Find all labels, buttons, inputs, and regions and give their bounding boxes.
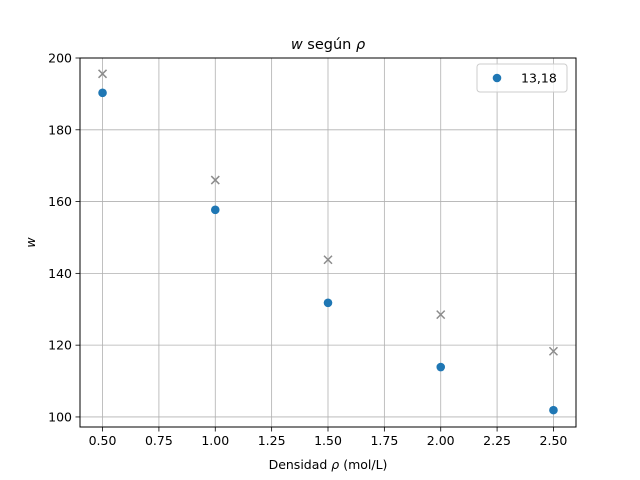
- scatter-point-cross: [323, 255, 333, 265]
- scatter-point-cross: [548, 346, 558, 356]
- y-axis-label-part: w: [23, 237, 38, 248]
- y-tick-label: 180: [48, 122, 72, 137]
- scatter-point-cross-stroke: [323, 255, 333, 265]
- x-axis-label: Densidad ρ (mol/L): [269, 457, 388, 472]
- legend-box: [476, 63, 568, 93]
- x-axis-label-part: ρ: [331, 457, 339, 472]
- chart-title: w según ρ: [291, 37, 366, 53]
- x-tick-label: 1.00: [201, 433, 229, 448]
- legend-label: 13,18: [521, 71, 557, 86]
- y-tick-label: 100: [48, 409, 72, 424]
- chart-title-part: w: [291, 37, 303, 53]
- x-tick-label: 1.25: [258, 433, 286, 448]
- scatter-point-cross: [210, 175, 220, 185]
- chart-title-part: según: [303, 37, 356, 53]
- scatter-point-circle: [323, 298, 333, 308]
- x-tick-label: 1.75: [370, 433, 398, 448]
- axis-ticks: 0.50 0.75 1.00 1.25 1.50 1.75 2.00 2.25 2.50 100 1…: [48, 51, 567, 449]
- scatter-point-cross: [98, 69, 108, 79]
- x-tick-label: 2.25: [483, 433, 511, 448]
- chart-title-part: ρ: [356, 37, 366, 53]
- scatter-point-cross-stroke: [98, 69, 108, 79]
- legend-marker: [492, 73, 502, 83]
- y-tick-label: 160: [48, 194, 72, 209]
- legend: 13,18: [476, 63, 568, 93]
- scatter-point-cross: [436, 310, 446, 320]
- scatter-point-circle: [436, 362, 446, 372]
- scatter-point-circle: [98, 88, 107, 98]
- x-axis-label-part: Densidad: [269, 457, 332, 472]
- scatter-point-circle: [210, 205, 220, 215]
- y-tick-label: 200: [48, 51, 72, 66]
- x-tick-label: 1.50: [314, 433, 342, 448]
- y-axis-label: w: [23, 237, 38, 248]
- x-tick-label: 2.50: [540, 433, 568, 448]
- y-tick-label: 140: [48, 266, 72, 281]
- scatter-point-cross-stroke: [548, 346, 558, 356]
- x-tick-label: 2.00: [427, 433, 455, 448]
- x-axis-label-part: (mol/L): [339, 457, 387, 472]
- x-tick-label: 0.50: [89, 433, 117, 448]
- scatter-point-circle: [549, 405, 558, 415]
- scatter-point-cross-stroke: [436, 310, 446, 320]
- x-tick-label: 0.75: [145, 433, 173, 448]
- y-tick-label: 120: [48, 338, 72, 353]
- plot-markers: [98, 69, 558, 415]
- scatter-point-cross-stroke: [210, 175, 220, 185]
